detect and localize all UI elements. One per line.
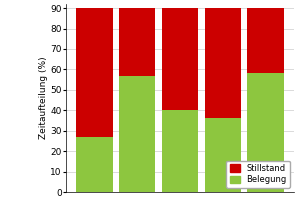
Bar <box>162 8 198 110</box>
Bar <box>247 73 284 192</box>
Y-axis label: Zeitaufteilung (%): Zeitaufteilung (%) <box>39 57 48 139</box>
Bar <box>162 110 198 192</box>
Bar <box>247 8 284 73</box>
Bar <box>205 8 241 118</box>
Bar <box>76 137 113 192</box>
Bar <box>119 76 155 192</box>
Bar <box>76 8 113 137</box>
Bar <box>119 8 155 76</box>
Legend: Stillstand, Belegung: Stillstand, Belegung <box>226 161 290 188</box>
Bar <box>205 118 241 192</box>
